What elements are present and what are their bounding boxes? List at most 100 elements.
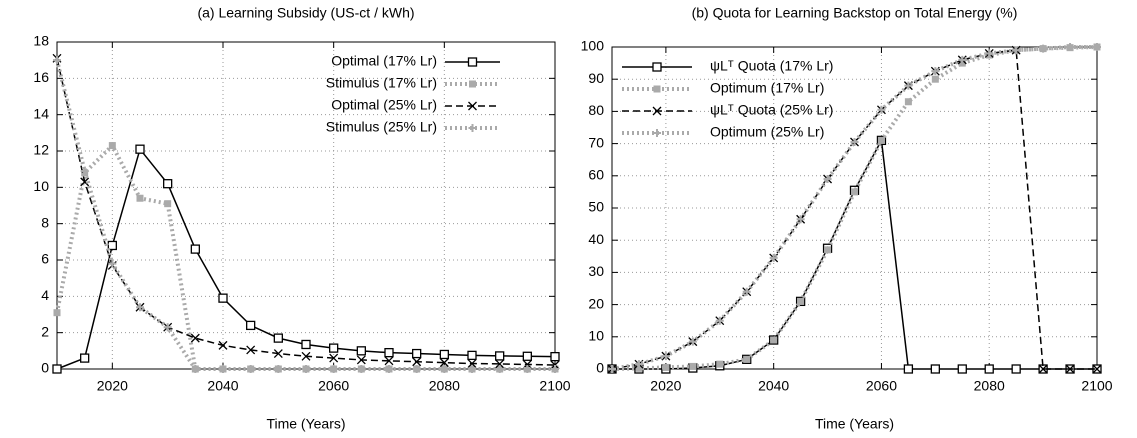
marker xyxy=(467,359,477,369)
x-axis-label: Time (Years) xyxy=(815,416,894,432)
y-tick-label: 40 xyxy=(588,231,604,247)
x-axis-label: Time (Years) xyxy=(266,416,345,432)
legend-label: Stimulus (17% Lr) xyxy=(326,75,437,91)
marker xyxy=(715,316,724,325)
legend-label: Optimum (17% Lr) xyxy=(710,80,824,96)
legend-label: Optimal (17% Lr) xyxy=(331,53,437,69)
y-tick-label: 16 xyxy=(33,69,49,85)
marker xyxy=(850,137,859,146)
marker xyxy=(523,365,532,373)
marker xyxy=(634,360,643,369)
x-tick-label: 2080 xyxy=(429,378,460,394)
marker xyxy=(877,136,885,144)
marker xyxy=(302,365,310,373)
marker xyxy=(770,336,778,344)
y-tick-label: 20 xyxy=(588,295,604,311)
legend-marker xyxy=(467,57,478,67)
marker xyxy=(218,340,228,350)
y-tick-label: 80 xyxy=(588,102,604,118)
marker xyxy=(550,351,560,362)
legend-marker xyxy=(468,124,477,132)
marker xyxy=(851,188,858,196)
legend-label: Optimum (25% Lr) xyxy=(710,124,824,140)
marker xyxy=(246,345,256,355)
x-tick-label: 2040 xyxy=(207,378,238,394)
y-tick-label: 30 xyxy=(588,263,604,279)
series-line xyxy=(55,142,555,371)
marker xyxy=(1038,364,1048,374)
marker xyxy=(273,349,283,359)
legend-marker xyxy=(653,85,661,93)
marker xyxy=(190,244,200,254)
marker xyxy=(930,364,940,374)
marker xyxy=(107,240,117,251)
series-line xyxy=(611,49,1097,370)
marker xyxy=(904,81,913,90)
marker xyxy=(356,355,366,365)
y-tick-label: 8 xyxy=(41,214,49,230)
y-tick-label: 90 xyxy=(588,70,604,86)
marker xyxy=(608,365,616,373)
marker xyxy=(412,348,422,359)
marker xyxy=(301,339,311,350)
marker xyxy=(877,105,886,114)
marker xyxy=(1039,44,1048,53)
y-tick-label: 0 xyxy=(596,360,604,376)
x-tick-label: 2080 xyxy=(974,378,1005,394)
marker xyxy=(136,303,144,312)
marker xyxy=(52,364,62,374)
marker xyxy=(635,364,643,372)
marker xyxy=(246,320,256,331)
marker xyxy=(329,353,339,363)
marker xyxy=(797,297,805,305)
marker xyxy=(135,144,145,154)
legend-marker xyxy=(469,80,476,88)
marker xyxy=(164,200,172,208)
marker xyxy=(301,351,311,361)
marker xyxy=(551,365,559,373)
marker xyxy=(522,351,532,361)
marker xyxy=(984,364,994,374)
marker xyxy=(1012,46,1021,55)
marker xyxy=(769,253,778,262)
plot-frame xyxy=(56,41,556,370)
marker xyxy=(468,365,476,373)
marker xyxy=(163,323,172,332)
marker xyxy=(661,352,670,361)
y-tick-label: 12 xyxy=(33,142,49,158)
marker xyxy=(689,362,697,370)
marker xyxy=(1092,364,1102,374)
marker xyxy=(274,365,283,373)
marker xyxy=(80,177,90,187)
marker xyxy=(903,364,914,374)
legend-marker xyxy=(653,129,661,137)
marker xyxy=(218,293,228,303)
marker xyxy=(931,67,940,76)
marker xyxy=(163,179,173,189)
x-tick-label: 2020 xyxy=(97,378,128,394)
marker xyxy=(384,347,394,358)
y-tick-label: 70 xyxy=(588,134,604,150)
y-tick-label: 60 xyxy=(588,167,604,183)
marker xyxy=(439,349,449,360)
marker xyxy=(904,98,912,106)
marker xyxy=(384,356,394,366)
legend-marker xyxy=(652,62,662,72)
y-tick-label: 0 xyxy=(41,360,49,376)
legend-label: ψLᵀ Quota (17% Lr) xyxy=(710,58,833,74)
marker xyxy=(495,351,505,361)
marker xyxy=(467,350,477,361)
marker xyxy=(108,259,117,268)
marker xyxy=(688,337,697,346)
marker xyxy=(246,365,255,373)
marker xyxy=(412,357,422,367)
marker xyxy=(136,194,144,202)
x-tick-label: 2040 xyxy=(758,378,789,394)
y-tick-label: 18 xyxy=(33,33,49,49)
marker xyxy=(958,55,967,64)
x-tick-label: 2060 xyxy=(866,378,897,394)
marker xyxy=(440,365,449,373)
marker xyxy=(823,175,832,184)
marker xyxy=(80,353,90,363)
marker xyxy=(439,358,449,368)
